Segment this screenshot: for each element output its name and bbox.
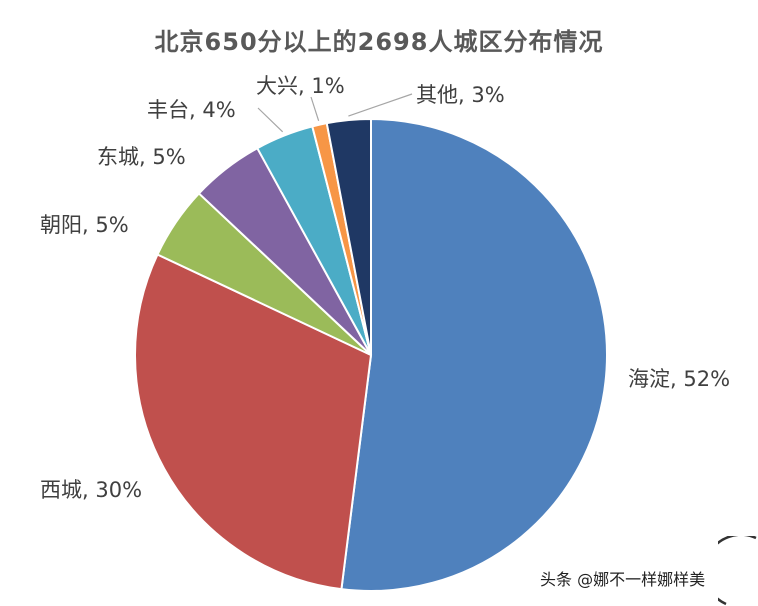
chart-title: 北京650分以上的2698人城区分布情况 — [154, 28, 604, 56]
slice-label-6: 大兴, 1% — [256, 74, 345, 98]
slice-label-4: 东城, 5% — [97, 145, 186, 169]
slice-label-2: 西城, 30% — [40, 478, 142, 502]
pie-slice-7 — [325, 117, 372, 356]
corner-arc-decoration — [718, 536, 757, 606]
slice-label-7: 其他, 3% — [416, 83, 505, 107]
pie-slice-1 — [340, 117, 608, 592]
leader-line-6 — [310, 96, 320, 121]
slice-label-5: 丰台, 4% — [147, 98, 236, 122]
slice-label-3: 朝阳, 5% — [40, 213, 129, 237]
watermark-text: 头条 @娜不一样娜样美 — [540, 570, 706, 589]
pie-slice-2 — [134, 253, 373, 591]
leader-line-5 — [257, 107, 284, 133]
leader-line-7 — [348, 93, 413, 117]
slice-label-1: 海淀, 52% — [628, 367, 730, 391]
